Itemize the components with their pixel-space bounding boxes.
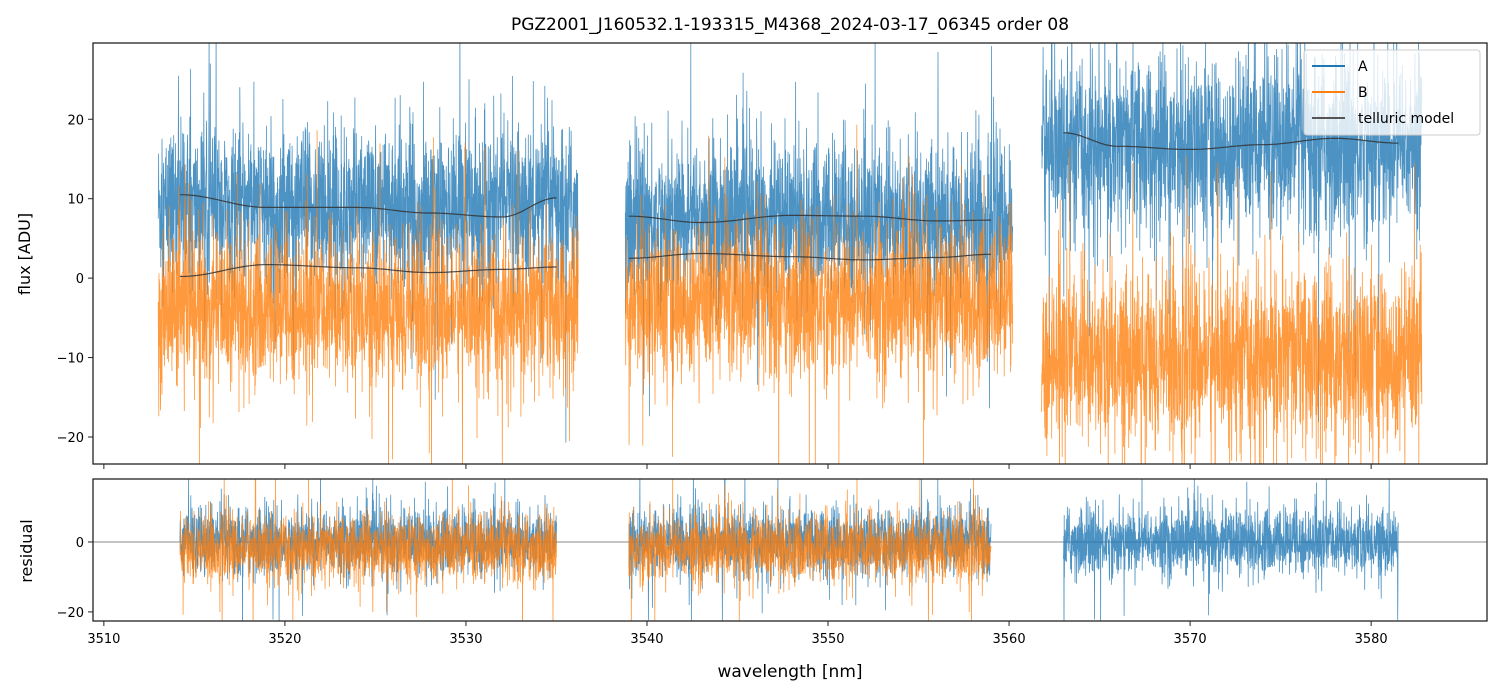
series-b-segment-2 bbox=[628, 479, 992, 621]
series-b-segment-1 bbox=[157, 130, 579, 464]
y-axis-label-residual: residual bbox=[17, 519, 36, 582]
telluric-model-curve-4 bbox=[628, 252, 991, 261]
telluric-model-curve-1 bbox=[179, 194, 557, 218]
series-b-segment-3 bbox=[1041, 148, 1423, 464]
legend: A B telluric model bbox=[1303, 49, 1481, 136]
series-a-segment-1 bbox=[157, 43, 579, 443]
x-tick-label: 3570 bbox=[1174, 632, 1207, 647]
x-tick-label: 3580 bbox=[1355, 632, 1388, 647]
telluric-model-curve-3 bbox=[628, 214, 991, 224]
x-axis-label: wavelength [nm] bbox=[717, 662, 862, 682]
flux-panel: −20 −10 0 10 20 bbox=[57, 42, 1488, 469]
y-tick-label: 20 bbox=[67, 113, 84, 128]
x-tick-label: 3540 bbox=[630, 632, 663, 647]
legend-label-telluric: telluric model bbox=[1358, 111, 1454, 127]
y-tick-label: −10 bbox=[57, 352, 84, 367]
residual-axes-frame bbox=[92, 478, 1488, 622]
legend-box bbox=[1303, 49, 1481, 136]
telluric-model-curve-2 bbox=[179, 264, 557, 278]
series-a-segment-2 bbox=[624, 43, 1014, 417]
y-tick-label: 0 bbox=[76, 536, 84, 551]
residual-panel: −20 0 3510 3520 3530 3540 3550 3560 3570 3580 bbox=[57, 478, 1488, 647]
legend-label-b: B bbox=[1358, 85, 1368, 101]
residual-plot-area bbox=[93, 479, 1487, 621]
series-b-segment-1 bbox=[179, 479, 557, 621]
flux-axes-frame bbox=[92, 42, 1488, 465]
flux-plot-area bbox=[157, 43, 1423, 464]
y-tick-label: −20 bbox=[57, 606, 84, 621]
series-b-segment-2 bbox=[624, 124, 1014, 464]
x-tick-label: 3550 bbox=[811, 632, 844, 647]
y-axis-label-flux: flux [ADU] bbox=[15, 213, 34, 295]
legend-label-a: A bbox=[1358, 59, 1368, 75]
y-tick-label: 10 bbox=[67, 193, 84, 208]
series-a-segment-3 bbox=[1063, 479, 1399, 621]
y-tick-label: 0 bbox=[76, 272, 84, 287]
chart-title: PGZ2001_J160532.1-193315_M4368_2024-03-1… bbox=[511, 15, 1069, 35]
y-tick-label: −20 bbox=[57, 431, 84, 446]
telluric-model-curve-5 bbox=[1063, 132, 1399, 150]
x-tick-label: 3530 bbox=[449, 632, 482, 647]
series-a-segment-3 bbox=[1041, 43, 1423, 423]
x-tick-label: 3560 bbox=[993, 632, 1026, 647]
x-tick-label: 3520 bbox=[268, 632, 301, 647]
x-tick-label: 3510 bbox=[87, 632, 120, 647]
